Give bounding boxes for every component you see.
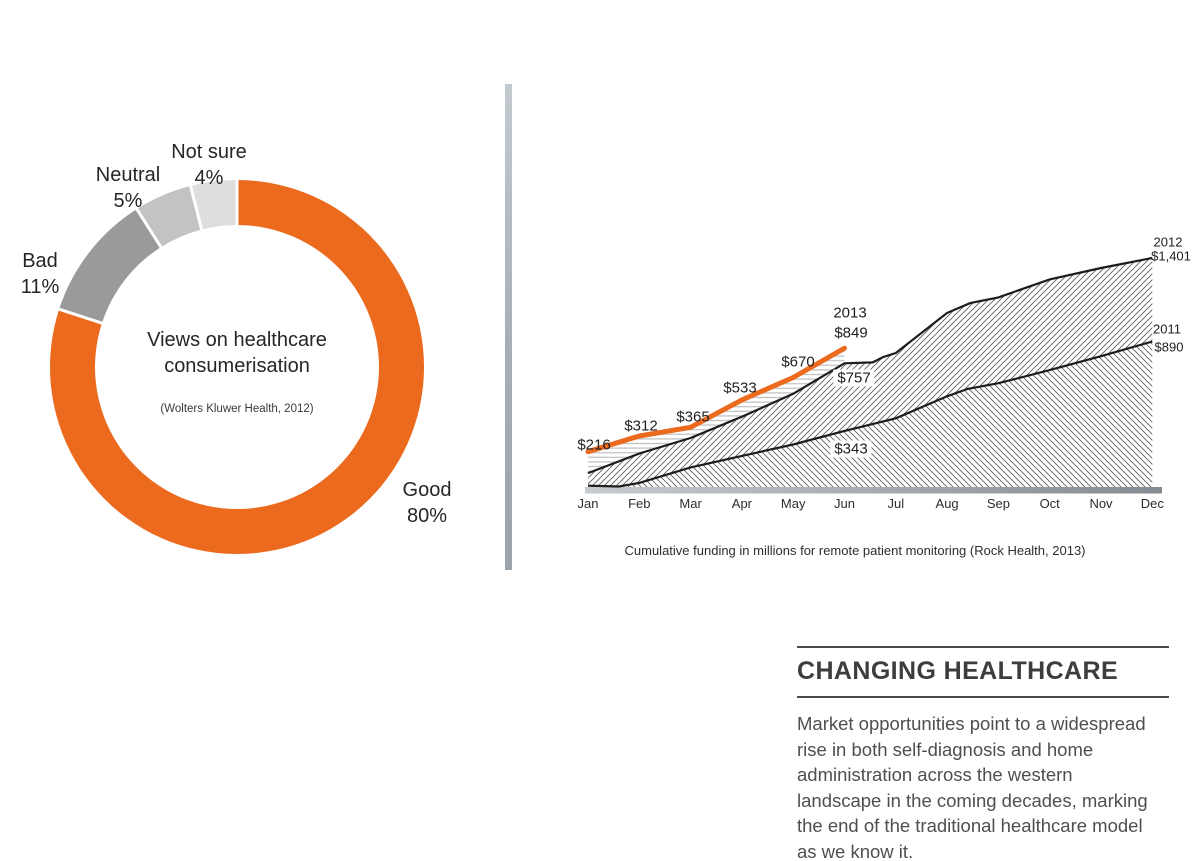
body-line: as we know it.	[797, 840, 914, 861]
body-line: rise in both self-diagnosis and home	[797, 738, 1094, 760]
segment-value: 5%	[113, 190, 143, 212]
donut-label-good: Good 80%	[403, 477, 452, 529]
x-tick-feb: Feb	[628, 496, 651, 511]
segment-value: 11%	[20, 276, 60, 298]
chart-annotation-216: $216	[577, 436, 611, 454]
donut-label-neutral: Neutral 5%	[96, 162, 160, 214]
changing-healthcare-section: CHANGING HEALTHCARE Market opportunities…	[797, 646, 1169, 861]
x-tick-jun: Jun	[834, 496, 855, 511]
chart-annotation-1401: $1,401	[1151, 248, 1191, 264]
segment-label: Not sure	[171, 141, 247, 163]
donut-rings	[49, 177, 424, 554]
body-line: Market opportunities point to a widespre…	[797, 713, 1146, 734]
x-tick-may: May	[780, 496, 806, 511]
x-tick-aug: Aug	[935, 496, 959, 511]
segment-value: 4%	[194, 167, 224, 189]
segment-gap	[188, 182, 204, 233]
area-2011	[588, 341, 1153, 487]
donut-label-bad: Bad 11%	[21, 248, 60, 300]
donut-segment-not-sure	[190, 180, 237, 230]
segment-gap	[133, 205, 164, 251]
x-tick-apr: Apr	[731, 496, 753, 511]
chart-annotation-757: $757	[833, 369, 875, 387]
section-body: Market opportunities point to a widespre…	[797, 711, 1169, 861]
vertical-divider	[505, 84, 512, 570]
donut-title-line2: consumerisation	[164, 355, 310, 377]
funding-plot	[585, 256, 1162, 494]
x-tick-oct: Oct	[1039, 496, 1060, 511]
chart-annotation-312: $312	[624, 417, 658, 435]
x-tick-nov: Nov	[1089, 496, 1113, 511]
donut-source: (Wolters Kluwer Health, 2012)	[160, 403, 314, 415]
heading-bottom-rule	[797, 696, 1169, 698]
section-heading: CHANGING HEALTHCARE	[797, 657, 1119, 685]
donut-segment-neutral	[136, 185, 202, 248]
chart-annotation-670: $670	[781, 353, 815, 371]
x-tick-jan: Jan	[577, 496, 599, 511]
chart-annotation-849: $849	[834, 324, 868, 342]
chart-annotation-365: $365	[676, 408, 710, 426]
line-2012	[587, 256, 1153, 475]
funding-area-chart: Jan Feb Mar Apr May Jun Jul Aug Sep Oct Nov Dec $216…	[565, 225, 1200, 525]
chart-annotation-343: $343	[830, 440, 872, 458]
line-2011	[587, 340, 1153, 488]
chart-annotation-2012: 2012	[1153, 234, 1183, 250]
chart-annotation-2011: 2011	[1153, 321, 1181, 337]
segment-label: Bad	[22, 250, 58, 272]
segment-label: Neutral	[95, 164, 161, 186]
heading-top-rule	[797, 646, 1169, 648]
views-donut-chart: Not sure 4% Neutral 5% Bad 11% Good 80% …	[0, 0, 500, 600]
body-line: landscape in the coming decades, marking	[797, 789, 1148, 811]
chart-annotation-890: $890	[1154, 339, 1184, 355]
area-2013	[588, 348, 845, 474]
segment-gap	[55, 306, 106, 326]
x-tick-jul: Jul	[887, 496, 905, 511]
axis-baseline-bar	[585, 487, 1162, 494]
body-line: administration across the western	[797, 764, 1073, 785]
segment-value: 80%	[406, 505, 448, 527]
x-tick-mar: Mar	[679, 496, 702, 511]
x-tick-sep: Sep	[986, 496, 1010, 511]
segment-label: Good	[402, 479, 452, 501]
chart-annotation-2013: 2013	[833, 304, 867, 322]
funding-caption: Cumulative funding in millions for remot…	[624, 543, 1086, 558]
x-tick-dec: Dec	[1140, 496, 1164, 511]
donut-center-text: Views on healthcare consumerisation (Wol…	[107, 327, 367, 415]
line-2013	[585, 345, 847, 455]
chart-annotation-533: $533	[723, 379, 757, 397]
donut-label-not-sure: Not sure 4%	[171, 139, 247, 191]
donut-segment-bad	[59, 209, 161, 324]
donut-title-line1: Views on healthcare	[147, 329, 327, 351]
body-line: the end of the traditional healthcare mo…	[797, 815, 1143, 836]
